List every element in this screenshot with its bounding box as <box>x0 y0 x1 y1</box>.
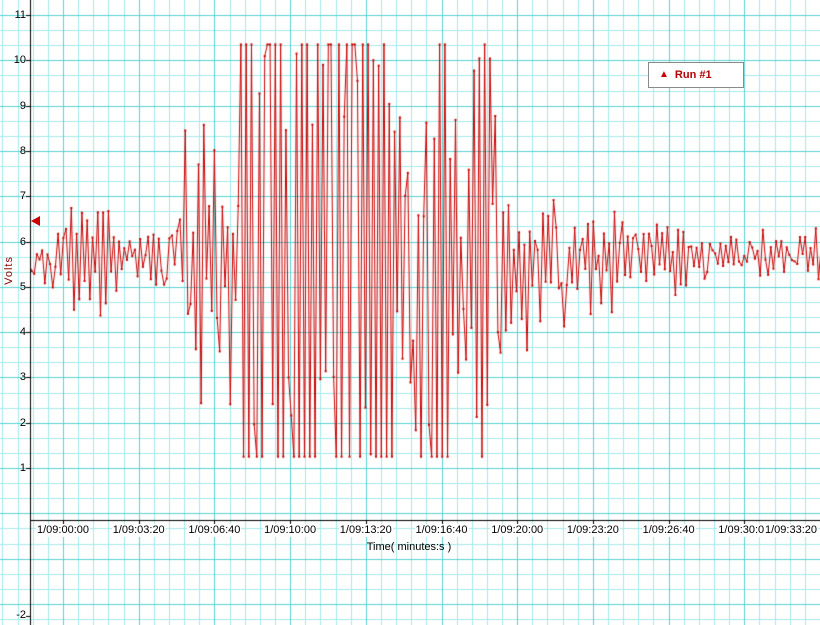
x-tick-label: 1/09:23:20 <box>565 524 620 537</box>
trigger-level-marker-icon[interactable] <box>31 216 40 227</box>
legend[interactable]: ▲ Run #1 <box>648 62 744 88</box>
y-tick-label: 5 <box>19 280 26 293</box>
series-marker-triangle-icon: ▲ <box>659 69 669 80</box>
y-tick-label: 6 <box>19 235 26 248</box>
x-axis-title: Time( minutes:s ) <box>366 541 452 553</box>
y-tick-label: 4 <box>19 326 26 339</box>
y-tick-label: 9 <box>19 99 26 112</box>
x-tick-label: 1/09:26:40 <box>641 524 696 537</box>
x-tick-label: 1/09:20:00 <box>490 524 545 537</box>
x-tick-label: 1/09:06:40 <box>187 524 242 537</box>
y-axis-title: Volts <box>3 256 15 285</box>
y-tick-label: 8 <box>19 144 26 157</box>
y-tick-label: 7 <box>19 190 26 203</box>
second-panel-tick-label: -2 <box>16 609 26 621</box>
x-tick-label: 1/09:30:00 <box>717 524 772 537</box>
y-tick-label: 3 <box>19 371 26 384</box>
legend-series-label: Run #1 <box>674 69 712 81</box>
x-tick-label: 1/09:03:20 <box>111 524 166 537</box>
y-tick-label: 11 <box>14 9 26 21</box>
y-tick-label: 2 <box>19 416 26 429</box>
y-tick-label: 1 <box>19 462 26 474</box>
x-tick-label: 1/09:33:20 <box>764 524 818 537</box>
x-tick-label: 1/09:10:00 <box>263 524 318 537</box>
x-tick-label: 1/09:00:00 <box>36 524 90 537</box>
y-tick-label: 10 <box>13 54 26 67</box>
x-tick-label: 1/09:16:40 <box>414 524 469 537</box>
x-tick-label: 1/09:13:20 <box>338 524 393 537</box>
